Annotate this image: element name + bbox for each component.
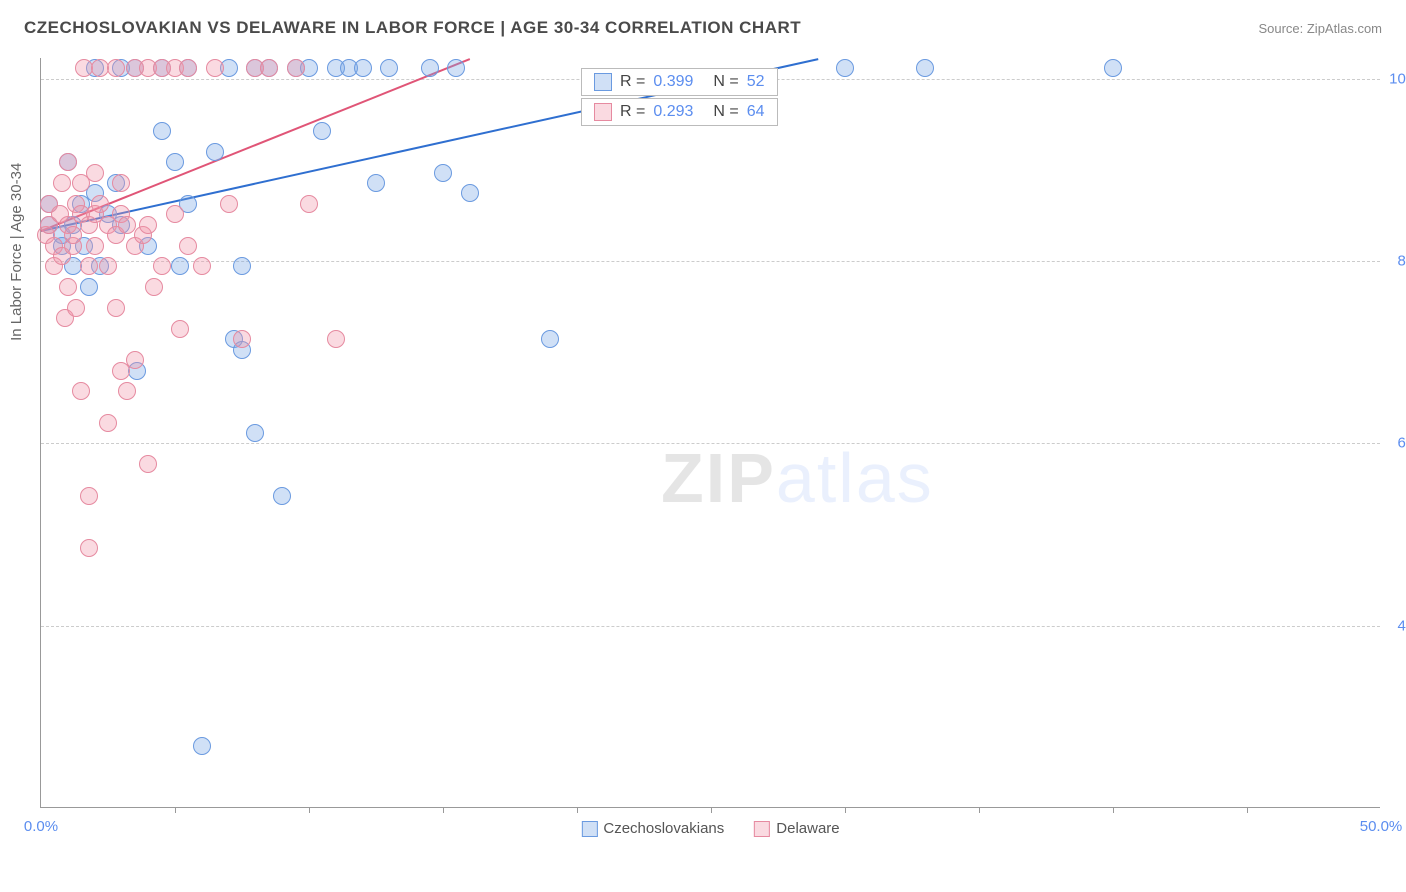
data-point	[99, 414, 117, 432]
data-point	[421, 59, 439, 77]
data-point	[367, 174, 385, 192]
data-point	[206, 59, 224, 77]
data-point	[273, 487, 291, 505]
data-point	[179, 59, 197, 77]
data-point	[836, 59, 854, 77]
legend-item: Czechoslovakians	[581, 820, 724, 837]
data-point	[80, 278, 98, 296]
chart-title: CZECHOSLOVAKIAN VS DELAWARE IN LABOR FOR…	[24, 18, 801, 38]
legend-n-value: 64	[747, 103, 765, 121]
legend-swatch	[594, 103, 612, 121]
series-legend: Czechoslovakians Delaware	[581, 820, 839, 837]
data-point	[80, 487, 98, 505]
data-point	[354, 59, 372, 77]
data-point	[86, 164, 104, 182]
data-point	[145, 278, 163, 296]
data-point	[541, 330, 559, 348]
data-point	[447, 59, 465, 77]
data-point	[53, 174, 71, 192]
data-point	[153, 257, 171, 275]
legend-r-value: 0.399	[653, 73, 693, 91]
data-point	[118, 382, 136, 400]
x-tick-mark	[845, 807, 846, 813]
data-point	[139, 455, 157, 473]
legend-label: Czechoslovakians	[603, 820, 724, 837]
data-point	[67, 299, 85, 317]
correlation-legend-row: R = 0.293 N = 64	[581, 98, 778, 126]
legend-swatch	[594, 73, 612, 91]
data-point	[64, 226, 82, 244]
data-point	[233, 330, 251, 348]
data-point	[300, 195, 318, 213]
data-point	[86, 237, 104, 255]
legend-label: Delaware	[776, 820, 839, 837]
x-tick-mark	[175, 807, 176, 813]
x-tick-mark	[711, 807, 712, 813]
data-point	[118, 216, 136, 234]
x-tick-label: 50.0%	[1360, 818, 1403, 835]
data-point	[246, 424, 264, 442]
legend-r-label: R =	[620, 73, 645, 91]
data-point	[327, 330, 345, 348]
chart-header: CZECHOSLOVAKIAN VS DELAWARE IN LABOR FOR…	[24, 18, 1382, 38]
legend-n-label: N =	[713, 73, 738, 91]
data-point	[380, 59, 398, 77]
x-tick-mark	[1113, 807, 1114, 813]
data-point	[153, 122, 171, 140]
x-tick-mark	[577, 807, 578, 813]
gridline-horizontal	[41, 443, 1380, 444]
data-point	[80, 257, 98, 275]
y-tick-label: 65.0%	[1385, 435, 1406, 452]
data-point	[91, 195, 109, 213]
data-point	[80, 539, 98, 557]
data-point	[107, 59, 125, 77]
data-point	[99, 257, 117, 275]
x-tick-label: 0.0%	[24, 818, 58, 835]
legend-n-label: N =	[713, 103, 738, 121]
data-point	[260, 59, 278, 77]
scatter-plot: ZIPatlas 100.0%82.5%65.0%47.5%0.0%50.0%R…	[40, 58, 1380, 808]
data-point	[220, 195, 238, 213]
legend-swatch	[754, 821, 770, 837]
x-tick-mark	[1247, 807, 1248, 813]
data-point	[166, 205, 184, 223]
data-point	[59, 278, 77, 296]
data-point	[139, 216, 157, 234]
data-point	[179, 237, 197, 255]
x-tick-mark	[309, 807, 310, 813]
legend-swatch	[581, 821, 597, 837]
legend-r-label: R =	[620, 103, 645, 121]
data-point	[287, 59, 305, 77]
data-point	[193, 257, 211, 275]
data-point	[461, 184, 479, 202]
watermark: ZIPatlas	[661, 438, 934, 518]
legend-r-value: 0.293	[653, 103, 693, 121]
data-point	[166, 153, 184, 171]
legend-n-value: 52	[747, 73, 765, 91]
x-tick-mark	[443, 807, 444, 813]
data-point	[59, 153, 77, 171]
gridline-horizontal	[41, 626, 1380, 627]
y-tick-label: 100.0%	[1385, 70, 1406, 87]
data-point	[112, 174, 130, 192]
data-point	[171, 320, 189, 338]
correlation-legend-row: R = 0.399 N = 52	[581, 68, 778, 96]
y-tick-label: 47.5%	[1385, 617, 1406, 634]
chart-source: Source: ZipAtlas.com	[1258, 21, 1382, 36]
data-point	[434, 164, 452, 182]
data-point	[1104, 59, 1122, 77]
x-tick-mark	[979, 807, 980, 813]
data-point	[193, 737, 211, 755]
y-axis-label: In Labor Force | Age 30-34	[8, 163, 25, 341]
data-point	[171, 257, 189, 275]
data-point	[126, 351, 144, 369]
y-tick-label: 82.5%	[1385, 253, 1406, 270]
data-point	[72, 382, 90, 400]
data-point	[916, 59, 934, 77]
data-point	[313, 122, 331, 140]
data-point	[107, 299, 125, 317]
data-point	[206, 143, 224, 161]
legend-item: Delaware	[754, 820, 839, 837]
data-point	[233, 257, 251, 275]
